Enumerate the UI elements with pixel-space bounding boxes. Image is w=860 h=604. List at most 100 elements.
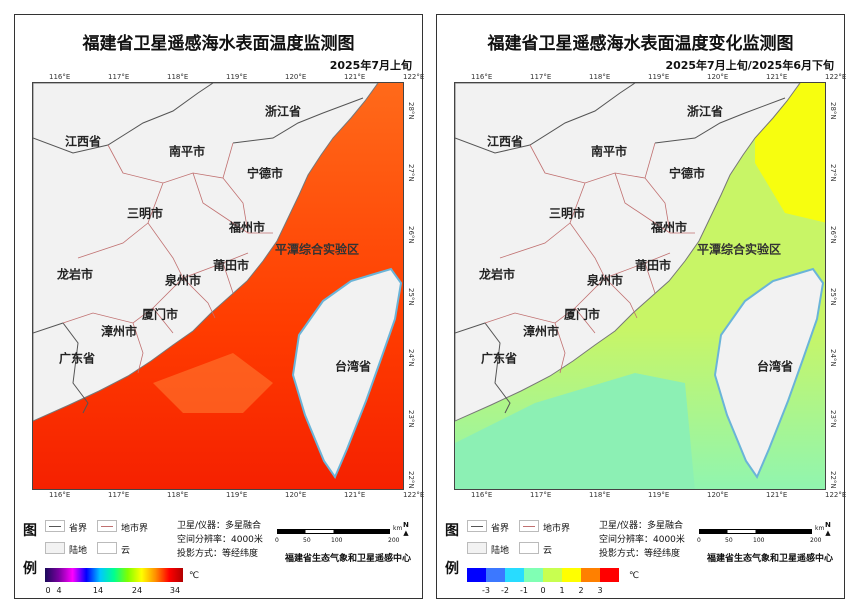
lon-label-top: 117°E: [530, 73, 552, 81]
map-title: 福建省卫星遥感海水表面温度变化监测图: [487, 34, 794, 54]
lon-label-bottom: 120°E: [285, 491, 307, 499]
colorbar-tick: 4: [56, 586, 62, 595]
projection-info: 投影方式：等经纬度: [599, 549, 681, 559]
lat-label: 28°N: [829, 102, 837, 120]
place-label: 台湾省: [756, 359, 794, 374]
lat-label: 26°N: [407, 226, 415, 244]
lat-label: 23°N: [829, 410, 837, 428]
map-area: [454, 82, 826, 490]
colorbar-tick: 3: [597, 586, 603, 595]
lat-label: 24°N: [407, 349, 415, 367]
lon-label-bottom: 121°E: [344, 491, 366, 499]
land-swatch: [45, 542, 65, 554]
lat-label: 22°N: [829, 471, 837, 489]
place-label: 厦门市: [563, 307, 601, 322]
colorbar-bin: [543, 568, 562, 582]
lon-label-bottom: 120°E: [707, 491, 729, 499]
map-legend: 图 例 省界 地市界 陆地 云 卫星/仪器：多星融合 空间分辨率：4000米 投…: [15, 510, 422, 600]
legend-heading: 例: [23, 561, 37, 577]
legend-heading: 图: [445, 523, 459, 539]
land-mainland: [33, 83, 379, 422]
colorbar-bin: [600, 568, 619, 582]
colorbar-tick: 0: [45, 586, 51, 595]
place-label: 平潭综合实验区: [274, 242, 360, 257]
lon-label-bottom: 119°E: [226, 491, 248, 499]
colorbar-tick: 24: [131, 586, 143, 595]
lat-label: 25°N: [407, 288, 415, 306]
colorbar: [467, 568, 619, 582]
place-label: 南平市: [590, 144, 628, 159]
city-border-swatch: [519, 520, 539, 532]
scale-tick: 50: [303, 537, 311, 544]
place-label: 宁德市: [668, 166, 706, 181]
lon-label-top: 120°E: [707, 73, 729, 81]
lon-label-bottom: 116°E: [49, 491, 71, 499]
colorbar-unit: ℃: [189, 571, 200, 581]
place-label: 三明市: [126, 206, 164, 221]
colorbar-bin: [467, 568, 486, 582]
scale-tick: 0: [697, 537, 701, 544]
city-border-swatch: [97, 520, 117, 532]
north-arrow-icon: N ▲: [403, 521, 409, 537]
lon-label-top: 119°E: [648, 73, 670, 81]
place-label: 龙岩市: [56, 267, 94, 282]
lat-label: 24°N: [829, 349, 837, 367]
place-label: 台湾省: [334, 359, 372, 374]
lat-label: 27°N: [829, 164, 837, 182]
scale-tick: 100: [753, 537, 765, 544]
sst-map-panel: 福建省卫星遥感海水表面温度监测图 2025年7月上旬 116°E 116°E 117…: [14, 14, 424, 600]
lat-label: 23°N: [407, 410, 415, 428]
province-border: [455, 83, 786, 414]
place-label: 浙江省: [264, 104, 302, 119]
resolution-info: 空间分辨率：4000米: [177, 535, 263, 545]
colorbar-bin: [486, 568, 505, 582]
place-label: 江西省: [64, 134, 102, 149]
city-border-label: 地市界: [543, 524, 571, 534]
lon-label-top: 121°E: [766, 73, 788, 81]
map-area: [32, 82, 404, 490]
satellite-info: 卫星/仪器：多星融合: [177, 521, 262, 531]
colorbar: [45, 568, 183, 582]
legend-heading: 图: [23, 523, 37, 539]
place-label: 平潭综合实验区: [696, 242, 782, 257]
scale-unit: km: [815, 525, 825, 532]
map-legend: 图 例 省界 地市界 陆地 云 卫星/仪器：多星融合 空间分辨率：4000米 投…: [437, 510, 844, 600]
lat-label: 27°N: [407, 164, 415, 182]
colorbar-tick: 2: [578, 586, 584, 595]
land-mainland: [455, 83, 801, 422]
map-date: 2025年7月上旬/2025年6月下旬: [665, 59, 834, 72]
lat-label: 26°N: [829, 226, 837, 244]
lon-label-bottom: 117°E: [108, 491, 130, 499]
city-border-label: 地市界: [121, 524, 149, 534]
scale-tick: 200: [388, 537, 400, 544]
place-label: 泉州市: [586, 273, 624, 288]
lon-label-top: 117°E: [108, 73, 130, 81]
land-swatch: [467, 542, 487, 554]
province-border-label: 省界: [491, 524, 510, 534]
place-label: 广东省: [480, 351, 518, 366]
place-label: 泉州市: [164, 273, 202, 288]
place-label: 浙江省: [686, 104, 724, 119]
lon-label-bottom: 117°E: [530, 491, 552, 499]
place-label: 南平市: [168, 144, 206, 159]
scale-tick: 100: [331, 537, 343, 544]
colorbar-tick: -2: [501, 586, 509, 595]
lon-label-bottom: 121°E: [766, 491, 788, 499]
lon-label-bottom: 118°E: [167, 491, 189, 499]
scale-tick: 0: [275, 537, 279, 544]
map-title: 福建省卫星遥感海水表面温度监测图: [82, 34, 355, 54]
sst-change-map-panel: 福建省卫星遥感海水表面温度变化监测图 2025年7月上旬/2025年6月下旬 11…: [436, 14, 846, 600]
place-label: 宁德市: [246, 166, 284, 181]
place-label: 漳州市: [522, 324, 560, 339]
place-label: 广东省: [58, 351, 96, 366]
lon-label-top: 116°E: [49, 73, 71, 81]
scale-unit: km: [393, 525, 403, 532]
north-arrow-icon: N ▲: [825, 521, 831, 537]
lon-label-top: 119°E: [226, 73, 248, 81]
colorbar-tick: 14: [92, 586, 104, 595]
place-label: 龙岩市: [478, 267, 516, 282]
lon-label-top: 116°E: [471, 73, 493, 81]
colorbar-tick: 0: [540, 586, 546, 595]
place-label: 福州市: [650, 220, 688, 235]
lon-label-bottom: 119°E: [648, 491, 670, 499]
